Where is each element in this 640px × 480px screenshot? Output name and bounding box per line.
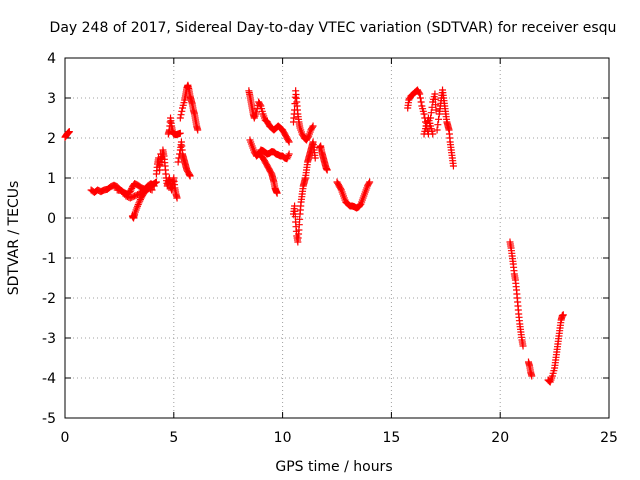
x-tick-label: 15 <box>382 430 400 446</box>
data-points <box>61 81 567 386</box>
y-tick-label: -2 <box>42 291 56 307</box>
data-point <box>174 158 182 166</box>
data-point <box>176 114 184 122</box>
y-tick-label: 3 <box>47 91 56 107</box>
y-tick-label: -3 <box>42 331 56 347</box>
data-point <box>337 185 345 193</box>
data-point <box>284 153 292 161</box>
y-tick-labels: -5 -4 -3 -2 -1 0 1 2 3 4 <box>42 51 56 427</box>
data-point <box>416 90 424 98</box>
data-point <box>284 152 292 160</box>
data-point <box>283 155 291 163</box>
data-point <box>432 106 440 114</box>
data-point <box>323 166 331 174</box>
data-point <box>65 128 73 136</box>
data-point <box>311 154 319 162</box>
data-point <box>528 372 536 380</box>
data-point <box>519 342 527 350</box>
data-point <box>178 107 186 115</box>
chart-title: Day 248 of 2017, Sidereal Day-to-day VTE… <box>50 20 617 36</box>
data-point <box>285 150 293 158</box>
x-axis-label: GPS time / hours <box>275 459 392 475</box>
data-point <box>366 178 374 186</box>
data-point <box>256 101 264 109</box>
data-point <box>415 89 423 97</box>
data-point <box>177 111 185 119</box>
axis-ticks <box>64 57 610 419</box>
data-point <box>304 133 312 141</box>
x-tick-label: 10 <box>274 430 292 446</box>
data-point <box>147 185 155 193</box>
data-point <box>428 103 436 111</box>
x-tick-label: 5 <box>169 430 178 446</box>
data-point <box>186 172 194 180</box>
x-tick-label: 20 <box>491 430 509 446</box>
data-point <box>285 138 293 146</box>
grid-lines <box>65 58 609 418</box>
data-point <box>308 123 316 131</box>
data-point <box>136 197 144 205</box>
x-tick-label: 25 <box>600 430 618 446</box>
data-point <box>435 115 443 123</box>
y-axis-label: SDTVAR / TECUs <box>6 181 22 296</box>
data-point <box>449 162 457 170</box>
data-point <box>252 108 260 116</box>
data-point <box>365 179 373 187</box>
data-point <box>434 121 442 129</box>
data-point <box>284 137 292 145</box>
data-point <box>127 186 135 194</box>
data-point <box>135 199 143 207</box>
x-tick-label: 0 <box>61 430 70 446</box>
data-point <box>309 122 317 130</box>
data-point <box>559 311 567 319</box>
y-tick-label: -5 <box>42 411 56 427</box>
y-tick-label: -1 <box>42 251 56 267</box>
y-tick-label: 0 <box>47 211 56 227</box>
data-point <box>134 201 142 209</box>
data-point <box>273 189 281 197</box>
data-point <box>173 194 181 202</box>
x-tick-labels: 0 5 10 15 20 25 <box>61 430 618 446</box>
y-tick-label: -4 <box>42 371 56 387</box>
data-point <box>152 178 160 186</box>
data-point <box>417 98 425 106</box>
y-tick-label: 1 <box>47 171 56 187</box>
data-point <box>420 110 428 118</box>
data-point <box>148 186 156 194</box>
data-point <box>176 129 184 137</box>
data-point <box>433 126 441 134</box>
data-point <box>194 126 202 134</box>
data-point <box>416 94 424 102</box>
y-tick-label: 4 <box>47 51 56 67</box>
y-tick-label: 2 <box>47 131 56 147</box>
data-point <box>126 188 134 196</box>
plot-frame <box>64 57 610 419</box>
data-point <box>429 130 437 138</box>
data-point <box>427 109 435 117</box>
